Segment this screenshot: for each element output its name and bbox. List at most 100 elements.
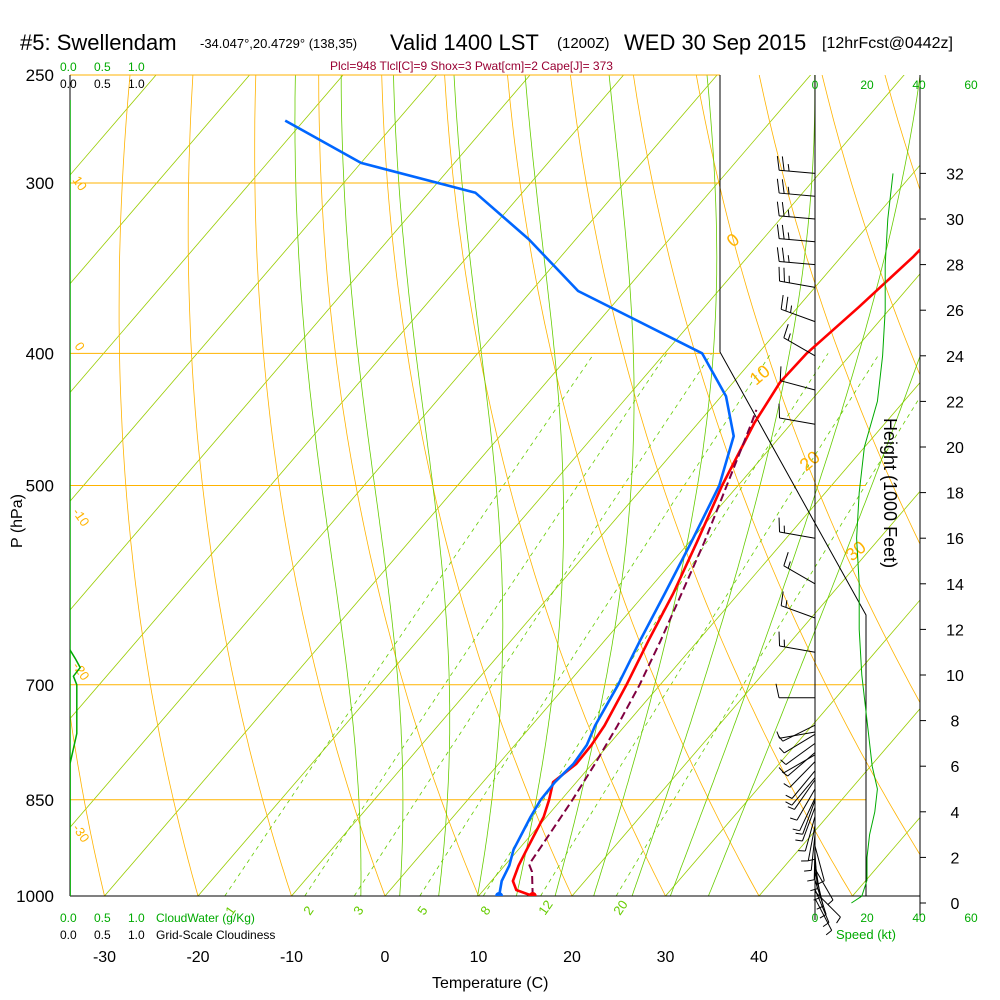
speed-tick-bottom: 20 — [860, 911, 874, 925]
barb-staff — [814, 898, 833, 931]
wind-barb — [781, 752, 816, 777]
speed-tick-bottom: 0 — [812, 911, 819, 925]
isotherm-line — [384, 273, 920, 896]
wind-barb — [790, 788, 816, 821]
x-tick-label: 30 — [657, 949, 675, 966]
barb-staff — [814, 852, 818, 889]
mixing-ratio-label: 20 — [610, 897, 631, 917]
barb-half-flag — [822, 922, 830, 928]
dry-adiabat-line — [254, 75, 386, 896]
isotherm-line — [103, 75, 812, 896]
barb-staff — [779, 645, 816, 653]
barb-half-flag — [783, 783, 791, 788]
wind-barb — [778, 631, 816, 653]
barb-half-flag — [807, 879, 815, 882]
barb-half-flag — [827, 899, 834, 906]
pressure-tick-label: 500 — [26, 477, 54, 496]
speed-line — [851, 173, 894, 904]
adiabat-label: 20 — [796, 447, 824, 475]
isotherm-line — [758, 708, 920, 896]
wind-barb — [814, 889, 830, 928]
zulu-time: (1200Z) — [557, 35, 610, 52]
barb-half-flag — [795, 832, 803, 835]
speed-tick-top: 60 — [964, 78, 978, 92]
height-tick-label: 30 — [946, 212, 964, 229]
barb-half-flag — [787, 806, 795, 810]
moist-adiabat-line — [294, 75, 362, 896]
barb-flag — [776, 178, 780, 194]
height-tick-label: 20 — [946, 440, 964, 457]
wind-barb — [776, 178, 816, 197]
barb-flag — [779, 366, 782, 381]
dry-adiabat-line — [569, 75, 853, 896]
x-tick-label: -30 — [93, 949, 116, 966]
cloudiness-scale-top: 0.0 0.5 1.0 — [60, 77, 145, 91]
wind-barb — [778, 266, 816, 288]
wind-barb — [777, 724, 816, 742]
isotherm-line — [197, 75, 905, 896]
barb-half-flag — [817, 880, 825, 885]
barb-staff — [779, 238, 816, 243]
moist-adiabat-line — [393, 75, 451, 896]
dry-adiabat-line — [187, 75, 292, 896]
height-tick-label: 4 — [951, 805, 960, 822]
barb-staff — [782, 724, 816, 742]
barb-half-flag — [825, 929, 832, 936]
barb-staff — [783, 733, 816, 754]
moist-adiabat-line — [631, 75, 816, 896]
speed-tick-top: 40 — [912, 78, 926, 92]
dry-adiabat-line — [695, 75, 920, 704]
dry-adiabat-line — [70, 711, 105, 896]
barb-staff — [783, 565, 816, 585]
barb-staff — [780, 380, 816, 391]
barb-half-flag — [785, 600, 788, 608]
x-tick-label: -10 — [280, 949, 303, 966]
dry-adiabat-line — [821, 75, 920, 377]
dewpoint-profile — [284, 119, 736, 896]
dry-adiabat-line — [632, 75, 920, 856]
isobar-grid — [70, 74, 866, 801]
cloud-tick-bottom: 1.0 — [128, 911, 145, 925]
barb-flag — [781, 224, 785, 240]
axis-tick-labels: -30 -20 -10 0 10 20 30 402503004005007008501000… — [16, 66, 978, 966]
isotherm-line — [70, 75, 718, 829]
barb-staff — [783, 754, 816, 774]
cloudwater-scale-top: 0.0 0.5 1.0 — [60, 60, 145, 74]
barb-staff — [783, 337, 816, 357]
barb-flag — [781, 179, 785, 194]
x-tick-label: -20 — [186, 949, 209, 966]
barb-staff — [802, 800, 816, 835]
pressure-tick-label: 700 — [26, 676, 54, 695]
barb-staff — [787, 752, 816, 777]
moist-adiabat-line — [707, 355, 920, 896]
cloudwater-scale-bottom: 0.0 0.5 1.0 CloudWater (g/Kg) — [60, 911, 255, 925]
moist-adiabat-line — [515, 75, 564, 896]
wind-barb — [776, 224, 816, 243]
wind-barb — [804, 834, 816, 872]
surface-dewpoint-dot — [495, 892, 504, 896]
barb-flag — [783, 324, 789, 338]
wind-barb — [785, 770, 816, 799]
isotherm-line — [571, 490, 920, 896]
height-tick-label: 8 — [951, 714, 960, 731]
cloudiness-title: Grid-Scale Cloudiness — [156, 928, 275, 942]
y-axis-title: P (hPa) — [9, 494, 26, 548]
barb-flag — [780, 295, 784, 310]
cloudwater-title: CloudWater (g/Kg) — [156, 911, 255, 925]
barb-half-flag — [792, 828, 800, 832]
cloudiness-tick-top: 0.0 — [60, 77, 77, 91]
pressure-tick-label: 250 — [26, 66, 54, 85]
height-tick-label: 12 — [946, 622, 964, 639]
speed-tick-bottom: 40 — [912, 911, 926, 925]
barb-flag — [778, 266, 781, 282]
moist-adiabat-grid — [294, 75, 920, 896]
dry-adiabat-grid — [70, 75, 920, 896]
barb-half-flag — [804, 869, 812, 872]
isotherm-line — [70, 75, 438, 502]
wind-barb — [780, 591, 816, 619]
barb-half-flag — [795, 839, 803, 842]
cloudiness-tick-top: 1.0 — [128, 77, 145, 91]
profile-layer — [70, 100, 920, 896]
barb-staff — [814, 889, 830, 923]
